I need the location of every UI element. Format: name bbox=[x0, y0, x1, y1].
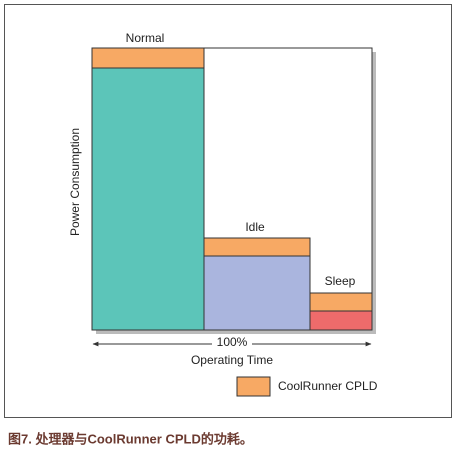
cpld-block bbox=[309, 292, 373, 312]
y-axis-label: Power Consumption bbox=[68, 128, 82, 236]
legend-swatch bbox=[236, 376, 271, 397]
range-label-bg bbox=[212, 336, 252, 350]
cpld-block bbox=[203, 237, 311, 257]
caption: 图7. 处理器与CoolRunner CPLD的功耗。 bbox=[8, 431, 253, 446]
processor-block bbox=[203, 255, 311, 331]
processor-block bbox=[91, 67, 205, 331]
range-label: 100% bbox=[217, 335, 248, 349]
legend-label: CoolRunner CPLD bbox=[278, 379, 378, 393]
block-label: Normal bbox=[126, 31, 165, 45]
cpld-block bbox=[91, 47, 205, 69]
block-label: Idle bbox=[245, 220, 265, 234]
block-label: Sleep bbox=[325, 274, 356, 288]
x-axis-label: Operating Time bbox=[191, 353, 273, 367]
processor-block bbox=[309, 310, 373, 331]
